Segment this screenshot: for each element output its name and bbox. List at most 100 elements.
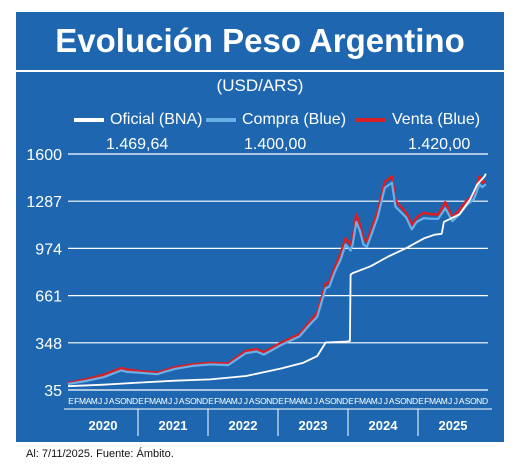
year-tick-label: 2024: [369, 418, 399, 433]
month-tick-label: M: [219, 396, 226, 406]
month-tick-label: S: [255, 396, 261, 406]
month-tick-label: A: [436, 396, 442, 406]
month-tick-label: A: [319, 396, 325, 406]
month-tick-label: J: [168, 396, 172, 406]
month-tick-label: J: [384, 396, 388, 406]
month-tick-label: M: [289, 396, 296, 406]
month-tick-label: J: [448, 396, 452, 406]
month-tick-label: M: [429, 396, 436, 406]
month-tick-label: M: [149, 396, 156, 406]
chart-title: Evolución Peso Argentino: [16, 12, 504, 70]
month-tick-label: F: [424, 396, 429, 406]
month-tick-label: A: [459, 396, 465, 406]
month-tick-label: S: [395, 396, 401, 406]
month-tick-label: S: [325, 396, 331, 406]
y-tick-label: 974: [35, 241, 62, 258]
month-tick-label: E: [68, 396, 74, 406]
month-tick-label: J: [308, 396, 312, 406]
chart-subtitle: (USD/ARS): [216, 76, 304, 95]
y-tick-label: 35: [44, 383, 62, 400]
month-tick-label: A: [156, 396, 162, 406]
last-value-venta: 1.420,00: [408, 136, 471, 153]
month-tick-label: O: [470, 396, 477, 406]
year-tick-label: 2022: [229, 418, 258, 433]
month-tick-label: F: [214, 396, 219, 406]
chart-frame: Evolución Peso Argentino (USD/ARS) Ofici…: [16, 12, 504, 442]
month-tick-label: F: [284, 396, 289, 406]
month-tick-label: S: [185, 396, 191, 406]
month-tick-label: M: [91, 396, 98, 406]
legend: Oficial (BNA) Compra (Blue) Venta (Blue): [16, 108, 504, 132]
month-tick-label: O: [400, 396, 407, 406]
y-tick-label: 1600: [26, 147, 62, 164]
month-tick-label: D: [202, 396, 208, 406]
legend-item-compra: Compra (Blue): [206, 108, 346, 132]
legend-label-compra: Compra (Blue): [242, 111, 347, 128]
series-line-venta: [67, 175, 487, 385]
month-tick-label: M: [441, 396, 448, 406]
month-tick-label: O: [260, 396, 267, 406]
month-tick-label: M: [359, 396, 366, 406]
month-tick-label: J: [378, 396, 382, 406]
month-tick-label: M: [79, 396, 86, 406]
month-tick-label: N: [336, 396, 342, 406]
month-tick-label: S: [465, 396, 471, 406]
month-tick-label: D: [482, 396, 488, 406]
month-tick-label: N: [266, 396, 272, 406]
month-tick-label: A: [109, 396, 115, 406]
month-tick-label: D: [272, 396, 278, 406]
legend-swatch-venta: [356, 118, 386, 122]
month-tick-label: J: [104, 396, 108, 406]
legend-swatch-oficial: [74, 118, 104, 122]
month-tick-label: J: [98, 396, 102, 406]
legend-item-venta: Venta (Blue): [356, 108, 480, 132]
last-value-oficial: 1.469,64: [106, 136, 169, 153]
month-tick-label: M: [161, 396, 168, 406]
month-tick-label: J: [174, 396, 178, 406]
month-tick-label: J: [244, 396, 248, 406]
footer-source: Al: 7/11/2025. Fuente: Ámbito.: [26, 448, 174, 460]
month-tick-label: A: [366, 396, 372, 406]
month-tick-label: A: [179, 396, 185, 406]
year-tick-label: 2021: [159, 418, 188, 433]
month-tick-label: N: [476, 396, 482, 406]
title-divider: [16, 70, 504, 72]
legend-swatch-compra: [206, 118, 236, 122]
year-tick-label: 2025: [439, 418, 468, 433]
month-tick-label: J: [238, 396, 242, 406]
month-tick-label: N: [196, 396, 202, 406]
month-tick-label: F: [354, 396, 359, 406]
month-tick-label: J: [454, 396, 458, 406]
month-tick-label: F: [74, 396, 79, 406]
legend-label-venta: Venta (Blue): [392, 111, 481, 128]
legend-item-oficial: Oficial (BNA): [74, 108, 202, 132]
month-tick-label: J: [314, 396, 318, 406]
legend-label-oficial: Oficial (BNA): [110, 111, 203, 128]
month-tick-label: E: [348, 396, 354, 406]
month-tick-label: O: [190, 396, 197, 406]
y-tick-label: 1287: [26, 194, 62, 211]
month-tick-label: S: [115, 396, 121, 406]
month-tick-label: O: [120, 396, 127, 406]
month-tick-label: E: [138, 396, 144, 406]
month-tick-label: A: [296, 396, 302, 406]
month-tick-label: N: [406, 396, 412, 406]
month-tick-label: A: [226, 396, 232, 406]
month-tick-label: F: [144, 396, 149, 406]
y-tick-label: 348: [35, 336, 62, 353]
y-tick-label: 661: [35, 289, 62, 306]
month-tick-label: E: [208, 396, 214, 406]
month-tick-label: O: [330, 396, 337, 406]
month-tick-label: M: [301, 396, 308, 406]
month-tick-label: M: [231, 396, 238, 406]
month-tick-label: A: [86, 396, 92, 406]
month-tick-label: E: [418, 396, 424, 406]
series-line-oficial: [67, 173, 487, 388]
year-tick-label: 2020: [89, 418, 118, 433]
series-line-compra: [67, 181, 487, 386]
month-tick-label: A: [249, 396, 255, 406]
last-value-compra: 1.400,00: [244, 136, 307, 153]
month-tick-label: M: [371, 396, 378, 406]
year-tick-label: 2023: [299, 418, 328, 433]
